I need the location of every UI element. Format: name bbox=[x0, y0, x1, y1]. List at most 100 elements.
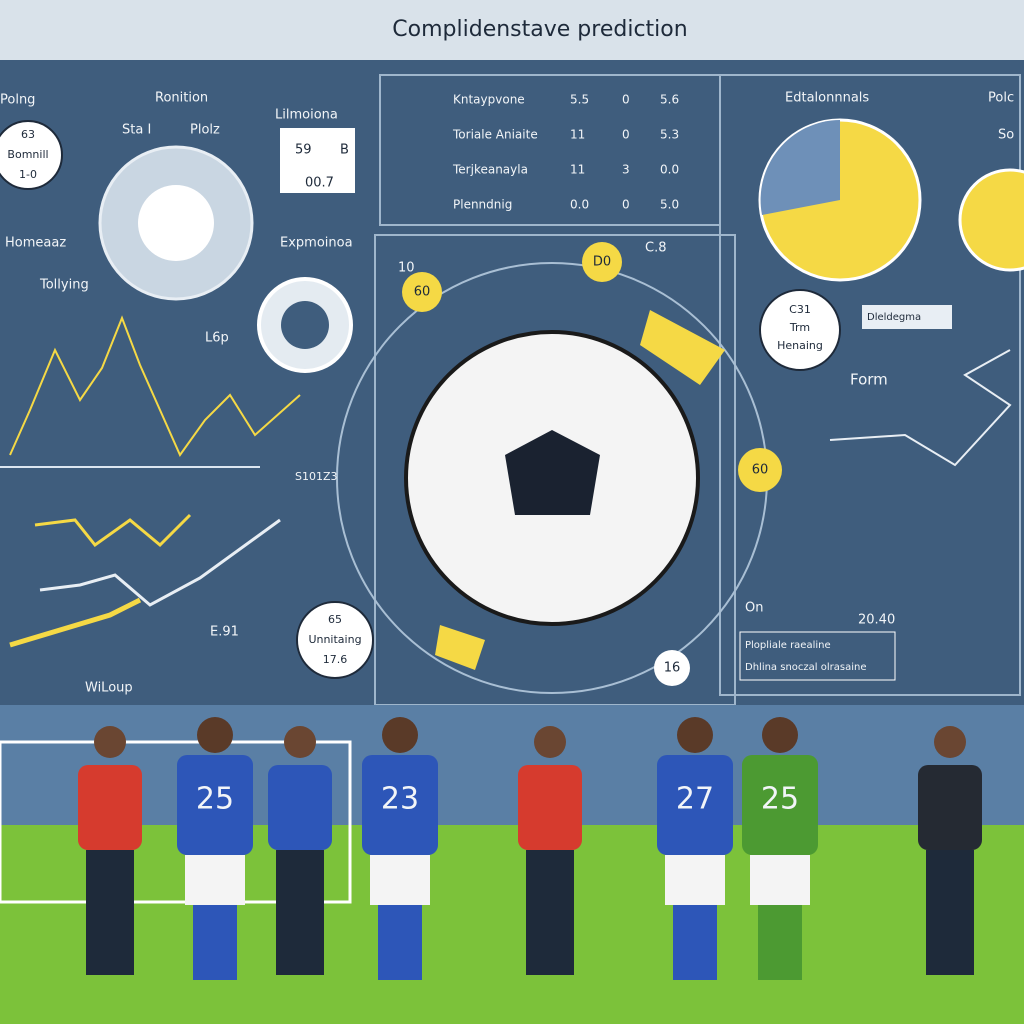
label: Henaing bbox=[777, 339, 823, 352]
label: Kntaypvone bbox=[453, 93, 525, 107]
label: On bbox=[745, 601, 763, 616]
label: 60 bbox=[752, 463, 769, 478]
label: Form bbox=[850, 371, 888, 389]
ring-hole bbox=[281, 301, 329, 349]
label: 60 bbox=[414, 285, 431, 300]
player-head bbox=[382, 717, 418, 753]
label: 59 bbox=[295, 143, 312, 158]
label: L6p bbox=[205, 331, 229, 346]
label: Bomnill bbox=[7, 148, 48, 161]
player-legs bbox=[86, 850, 134, 975]
player-shorts bbox=[370, 855, 430, 905]
label: 11 bbox=[570, 163, 585, 177]
list-box bbox=[739, 631, 896, 681]
player-head bbox=[284, 726, 316, 758]
player-shirt bbox=[177, 755, 253, 855]
player-legs bbox=[193, 905, 237, 980]
players: 25 23 27 25 bbox=[78, 717, 982, 980]
label: Dhlina snoczal olrasaine bbox=[745, 662, 866, 673]
score-box bbox=[280, 128, 355, 193]
label: B bbox=[340, 143, 349, 158]
label: 0 bbox=[622, 93, 630, 107]
label: 63 bbox=[21, 128, 35, 141]
title: Complidenstave prediction bbox=[392, 17, 687, 42]
shirt-number: 25 bbox=[761, 782, 799, 817]
badge bbox=[654, 650, 690, 686]
label: 16 bbox=[664, 661, 681, 676]
line-a bbox=[34, 513, 192, 548]
player-shirt bbox=[918, 765, 982, 850]
player-shirt bbox=[362, 755, 438, 855]
label: Plopliale raealine bbox=[745, 640, 831, 651]
label: S101Z3 bbox=[295, 470, 338, 483]
label: C.8 bbox=[645, 241, 666, 256]
crowd bbox=[0, 705, 1024, 825]
label: Expmoinoa bbox=[280, 236, 353, 251]
label: Ronition bbox=[155, 91, 208, 106]
shirt-number: 25 bbox=[196, 782, 234, 817]
note-badge bbox=[296, 601, 374, 679]
label: 00.7 bbox=[305, 176, 334, 191]
label: Unnitaing bbox=[308, 633, 361, 646]
player-shirt bbox=[268, 765, 332, 850]
labels: Polng Ronition 63 Bomnill 1-0 Sta I Plolz Lilmo… bbox=[0, 91, 1014, 696]
player-legs bbox=[378, 905, 422, 980]
player-head bbox=[197, 717, 233, 753]
label: Trm bbox=[789, 321, 810, 334]
label: Polng bbox=[0, 93, 35, 108]
badge bbox=[738, 448, 782, 492]
label: Plolz bbox=[190, 123, 220, 138]
label: Sta I bbox=[122, 123, 151, 138]
label: WiLoup bbox=[85, 681, 133, 696]
line-c bbox=[9, 597, 142, 648]
label: 5.5 bbox=[570, 93, 589, 107]
player-shorts bbox=[665, 855, 725, 905]
arc-segment bbox=[640, 310, 725, 385]
label: 65 bbox=[328, 613, 342, 626]
label: 0.0 bbox=[660, 163, 679, 177]
label: 20.40 bbox=[858, 613, 895, 628]
goal bbox=[0, 740, 352, 904]
gauge-center bbox=[138, 185, 214, 261]
pie-slice bbox=[760, 120, 840, 215]
label: Tollying bbox=[39, 278, 89, 293]
label: D0 bbox=[593, 255, 611, 270]
label: Lilmoiona bbox=[275, 108, 338, 123]
pitch bbox=[0, 825, 1024, 1024]
arc-segment bbox=[435, 625, 485, 670]
player-shirt bbox=[657, 755, 733, 855]
label: Toriale Aniaite bbox=[452, 128, 538, 142]
label: Polc bbox=[988, 91, 1014, 106]
player-legs bbox=[758, 905, 802, 980]
ball-patch bbox=[505, 430, 600, 515]
label: 1-0 bbox=[19, 168, 37, 181]
label: Edtalonnnals bbox=[785, 91, 869, 106]
player-head bbox=[534, 726, 566, 758]
player-shorts bbox=[185, 855, 245, 905]
player-head bbox=[677, 717, 713, 753]
shirt-number: 23 bbox=[381, 782, 419, 817]
label: So bbox=[998, 128, 1014, 143]
label: 5.0 bbox=[660, 198, 679, 212]
network bbox=[829, 349, 1012, 467]
player-legs bbox=[526, 850, 574, 975]
player-head bbox=[94, 726, 126, 758]
label: Plenndnig bbox=[453, 198, 512, 212]
label: Dleldegma bbox=[867, 312, 921, 323]
player-head bbox=[762, 717, 798, 753]
label: C31 bbox=[789, 303, 811, 316]
label: E.91 bbox=[210, 625, 239, 640]
label: 0 bbox=[622, 128, 630, 142]
label: Homeaaz bbox=[5, 236, 66, 251]
badge bbox=[0, 120, 63, 190]
label: 5.3 bbox=[660, 128, 679, 142]
player-legs bbox=[926, 850, 974, 975]
tag-box bbox=[862, 305, 952, 329]
label: 10 bbox=[398, 261, 415, 276]
label: 17.6 bbox=[323, 653, 348, 666]
player-legs bbox=[276, 850, 324, 975]
label: 3 bbox=[622, 163, 630, 177]
shirt-number: 27 bbox=[676, 782, 714, 817]
team-badge bbox=[759, 289, 841, 371]
